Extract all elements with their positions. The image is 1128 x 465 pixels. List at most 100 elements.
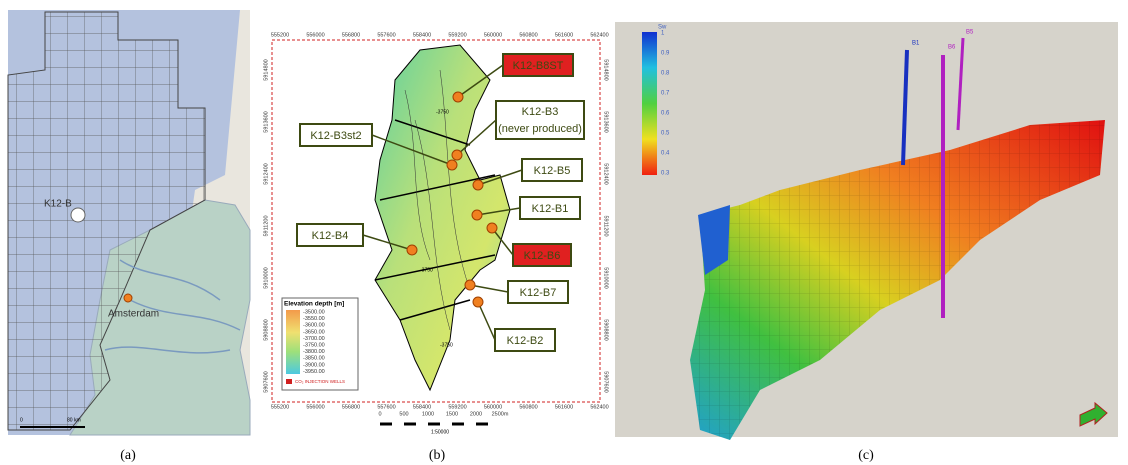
well-dot — [447, 160, 457, 170]
y-tick-label: 5912400 — [603, 163, 609, 184]
field-marker — [71, 208, 85, 222]
legend-ramp — [286, 310, 300, 374]
legend-value: -3550.00 — [303, 316, 325, 322]
x-tick-label: 562400 — [590, 32, 608, 38]
legend-value: -3650.00 — [303, 329, 325, 335]
scale-tick: 2000 — [470, 411, 482, 417]
city-label: Amsterdam — [108, 309, 159, 320]
field-label: K12-B — [44, 199, 72, 210]
panel-b: -3750 -3750 -3750 Elevation depth [m] CO… — [263, 32, 608, 463]
legend-value: -3600.00 — [303, 323, 325, 329]
colorbar — [642, 32, 657, 175]
colorbar-tick: 0.9 — [661, 51, 670, 57]
well-label: K12-B7 — [520, 287, 557, 299]
colorbar-tick: 0.6 — [661, 111, 670, 117]
caption: (b) — [429, 448, 446, 463]
scale-tick: 500 — [399, 411, 408, 417]
well-label: K12-B2 — [507, 335, 544, 347]
well-label: K12-B1 — [532, 203, 569, 215]
y-tick-label: 5913600 — [263, 111, 269, 132]
well-label: K12-B4 — [312, 230, 349, 242]
contour-label: -3750 — [440, 342, 453, 348]
x-tick-label: 560800 — [519, 404, 537, 410]
x-tick-label: 559200 — [448, 32, 466, 38]
x-tick-label: 561600 — [555, 32, 573, 38]
x-tick-label: 555200 — [271, 32, 289, 38]
well-dot — [465, 280, 475, 290]
x-tick-label: 560000 — [484, 32, 502, 38]
contour-label: -3750 — [420, 267, 433, 273]
y-tick-label: 5911200 — [603, 215, 609, 236]
x-tick-label: 560800 — [519, 32, 537, 38]
colorbar-tick: 0.3 — [661, 171, 670, 177]
well-dot — [452, 150, 462, 160]
y-tick-label: 5914800 — [263, 59, 269, 80]
well-dot — [473, 297, 483, 307]
scale-label: 80 km — [67, 417, 81, 423]
scale-ratio: 1:50000 — [431, 429, 449, 435]
well-label: B5 — [966, 30, 974, 36]
legend-value: -3500.00 — [303, 309, 325, 315]
legend-note: CO₂ INJECTION WELLS — [295, 379, 345, 384]
scale-tick: 2500m — [492, 411, 509, 417]
legend-title: Elevation depth [m] — [284, 301, 344, 308]
x-tick-label: 558400 — [413, 32, 431, 38]
x-tick-label: 556000 — [306, 404, 324, 410]
well-label: K12-B3st2 — [310, 130, 361, 142]
legend-value: -3950.00 — [303, 369, 325, 375]
well-label: K12-B8ST — [513, 60, 564, 72]
well-label: K12-B3 — [522, 106, 559, 118]
y-tick-label: 5907600 — [603, 371, 609, 392]
well-label: B6 — [948, 45, 956, 51]
legend-swatch — [286, 379, 292, 384]
legend-value: -3850.00 — [303, 356, 325, 362]
colorbar-tick: 0.7 — [661, 91, 670, 97]
x-tick-label: 560000 — [484, 404, 502, 410]
well-label: K12-B5 — [534, 165, 571, 177]
legend-value: -3800.00 — [303, 349, 325, 355]
legend-value: -3750.00 — [303, 342, 325, 348]
caption: (a) — [120, 448, 136, 463]
panel-c: Sw B1 B6 B5 (c) 10.90.80.70.60.50.40.3 — [615, 22, 1118, 463]
y-tick-label: 5913600 — [603, 111, 609, 132]
contour-label: -3750 — [436, 109, 449, 115]
y-tick-label: 5914800 — [603, 59, 609, 80]
scale-tick: 1500 — [446, 411, 458, 417]
well-dot — [487, 223, 497, 233]
y-tick-label: 5908800 — [603, 319, 609, 340]
well-dot — [472, 210, 482, 220]
figure: K12-B Amsterdam 0 80 km (a) -3750 -3750 … — [0, 0, 1128, 465]
x-tick-label: 556000 — [306, 32, 324, 38]
y-tick-label: 5908800 — [263, 319, 269, 340]
well-note: (never produced) — [498, 123, 582, 135]
x-tick-label: 557600 — [377, 32, 395, 38]
well-dot — [473, 180, 483, 190]
legend-value: -3900.00 — [303, 362, 325, 368]
x-tick-label: 561600 — [555, 404, 573, 410]
well-dot — [453, 92, 463, 102]
colorbar-tick: 0.4 — [661, 151, 670, 157]
city-marker — [124, 294, 132, 302]
caption: (c) — [858, 448, 874, 463]
colorbar-tick: 0.5 — [661, 131, 670, 137]
y-tick-label: 5907600 — [263, 371, 269, 392]
well-label: B1 — [912, 41, 920, 47]
y-tick-label: 5912400 — [263, 163, 269, 184]
x-tick-label: 558400 — [413, 404, 431, 410]
colorbar-tick: 0.8 — [661, 71, 670, 77]
scale-label: 0 — [20, 417, 23, 423]
x-tick-label: 557600 — [377, 404, 395, 410]
x-tick-label: 555200 — [271, 404, 289, 410]
y-tick-label: 5910000 — [603, 267, 609, 288]
x-tick-label: 562400 — [590, 404, 608, 410]
panel-a: K12-B Amsterdam 0 80 km (a) — [8, 10, 250, 463]
x-tick-label: 556800 — [342, 32, 360, 38]
x-tick-label: 559200 — [448, 404, 466, 410]
legend-value: -3700.00 — [303, 336, 325, 342]
y-tick-label: 5911200 — [263, 215, 269, 236]
well-dot — [407, 245, 417, 255]
scale-tick: 0 — [378, 411, 381, 417]
well-label: K12-B6 — [524, 250, 561, 262]
scale-tick: 1000 — [422, 411, 434, 417]
y-tick-label: 5910000 — [263, 267, 269, 288]
